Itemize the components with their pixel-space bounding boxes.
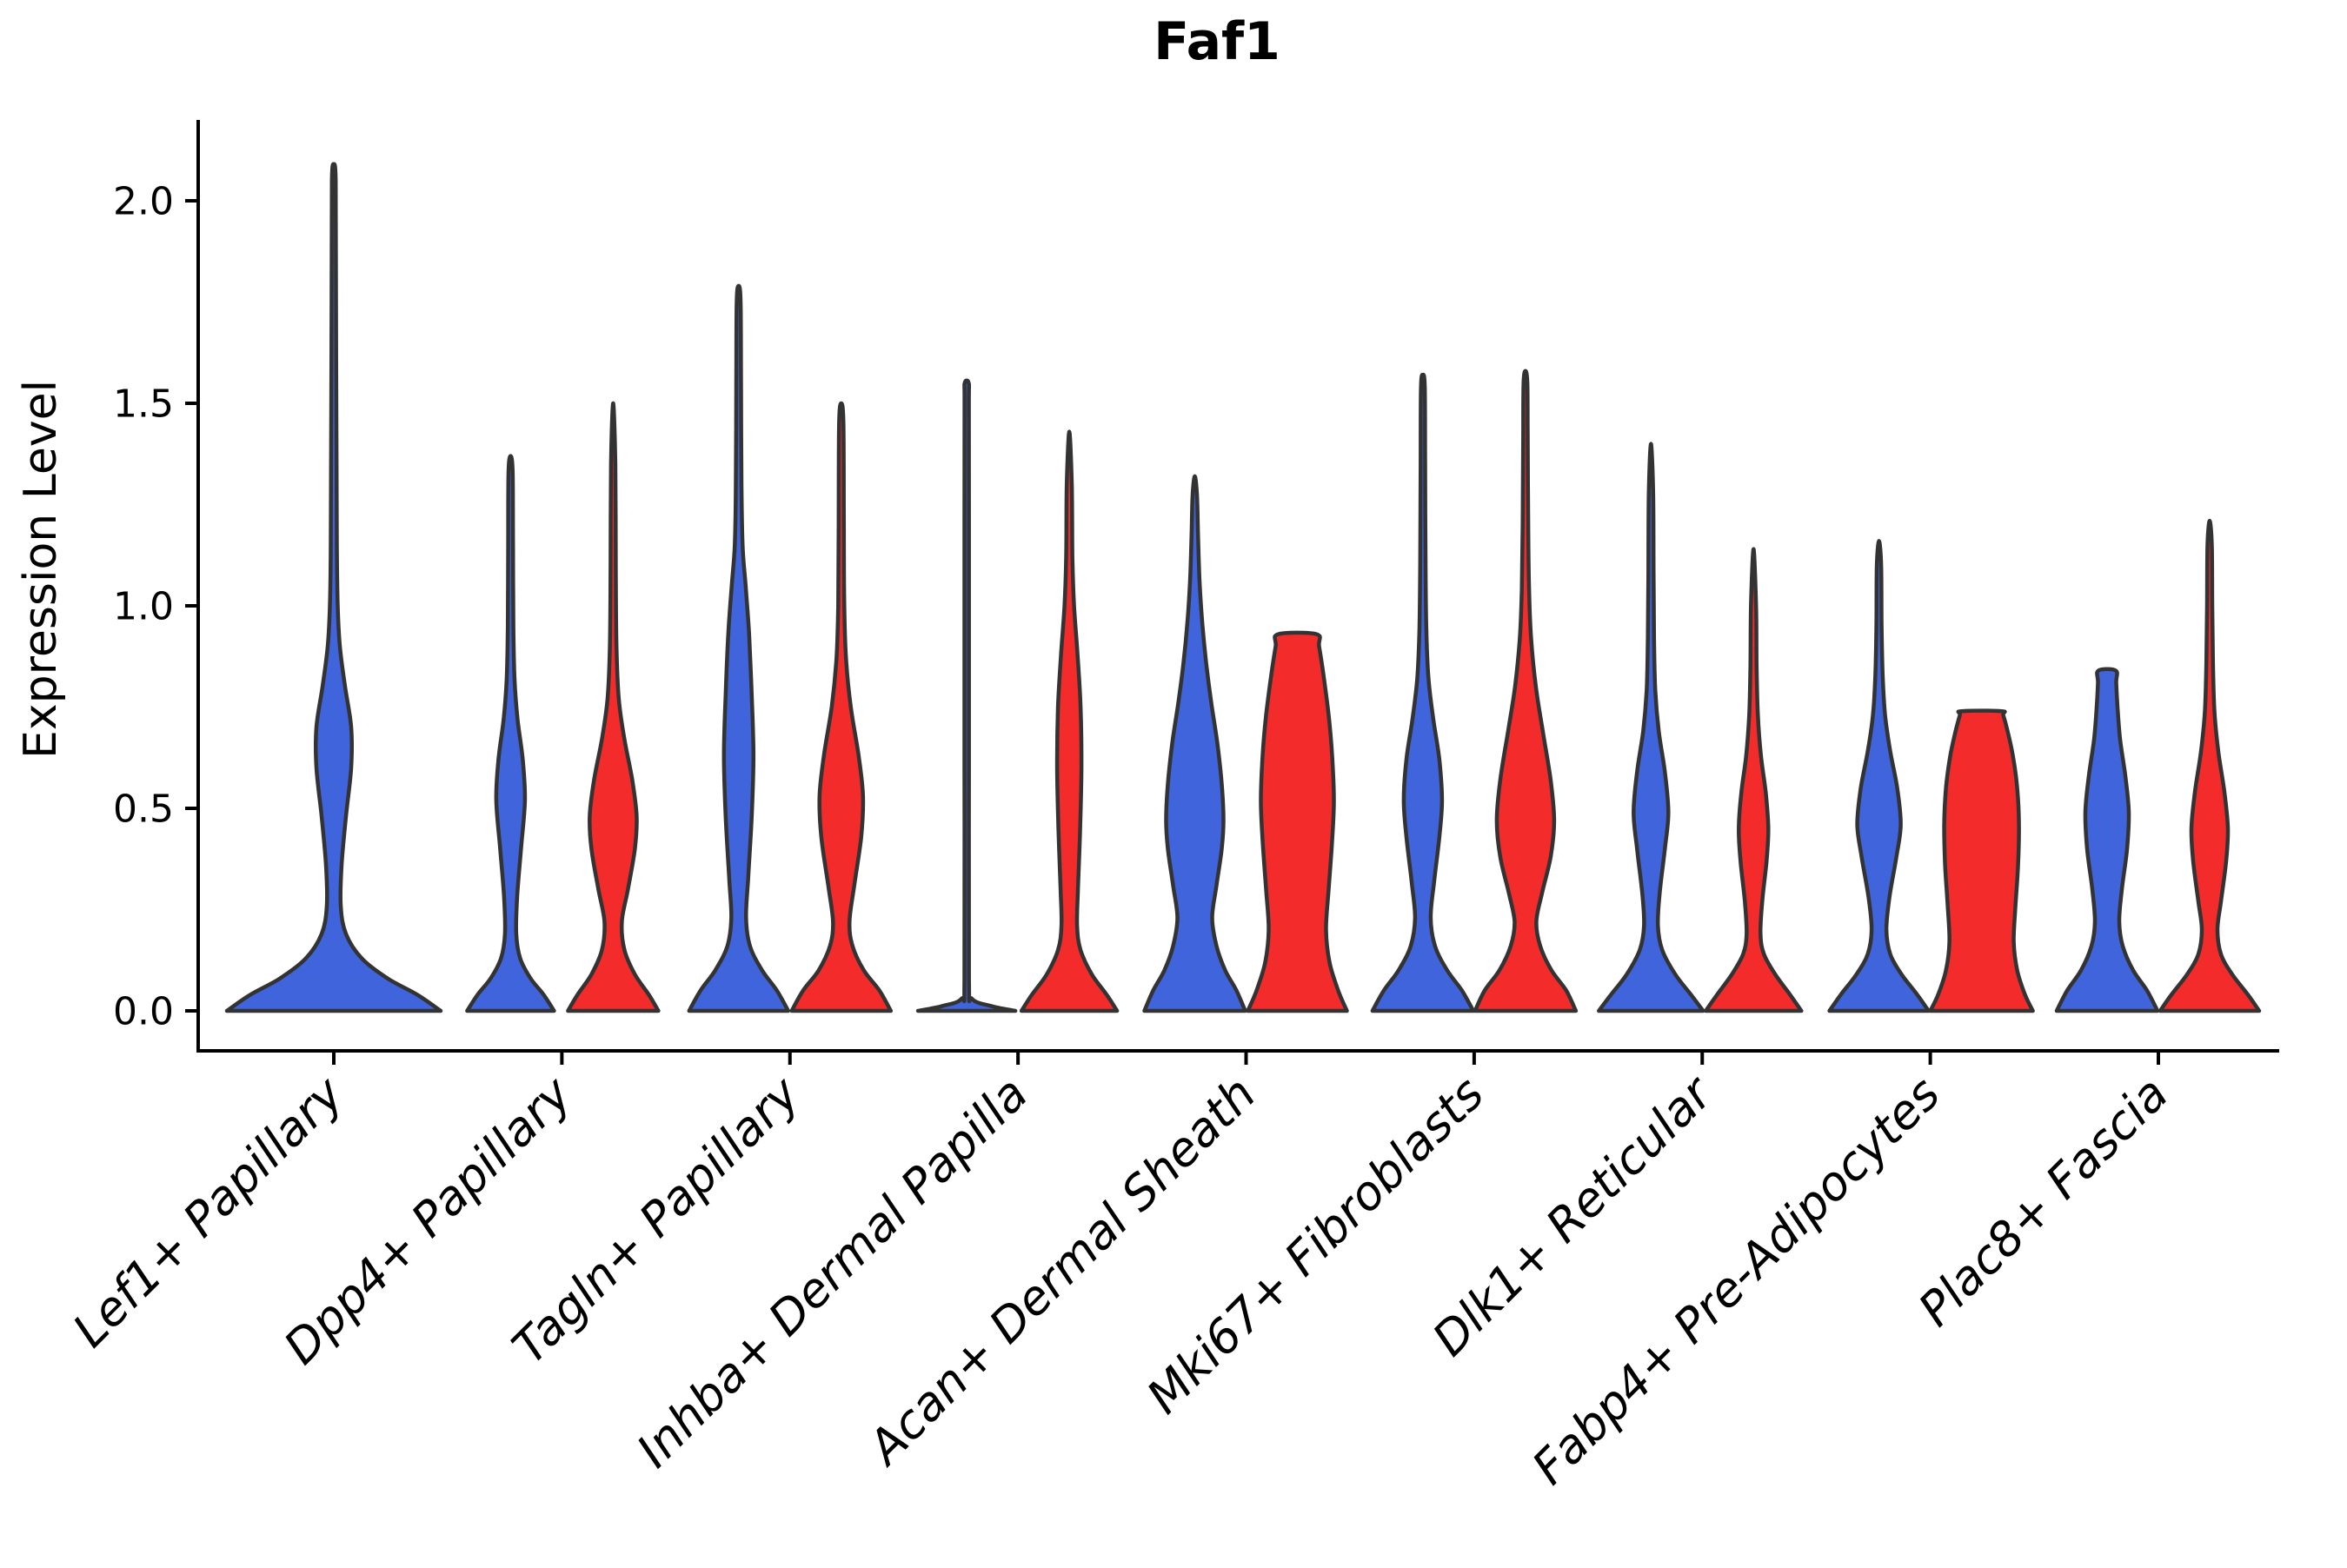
- violin-dpp4-papillary-blue: [465, 454, 556, 1013]
- chart-title: Faf1: [1154, 11, 1280, 72]
- y-tick-label: 1.0: [113, 584, 174, 628]
- violin-fabp4-pre-adipocytes-red: [1928, 708, 2035, 1013]
- x-tick-label-inhba-dermal-papilla: Inhba+ Dermal Papilla: [627, 1066, 1039, 1478]
- violin-dlk1-reticular-red: [1704, 547, 1804, 1013]
- violin-acan-dermal-sheath-blue: [1142, 474, 1247, 1013]
- violin-tagln-papillary-red: [789, 401, 894, 1013]
- violin-mki67-fibroblasts-blue: [1370, 372, 1476, 1013]
- violin-inhba-dermal-papilla-blue: [915, 378, 1018, 1013]
- y-axis-label: Expression Level: [15, 380, 67, 759]
- x-tick-label-fabp4-pre-adipocytes: Fabp4+ Pre-Adipocytes: [1521, 1066, 1950, 1495]
- x-tick-label-acan-dermal-sheath: Acan+ Dermal Sheath: [856, 1066, 1267, 1477]
- violin-mki67-fibroblasts-red: [1473, 369, 1579, 1013]
- y-tick-label: 0.5: [113, 787, 174, 831]
- violin-dpp4-papillary-red: [566, 401, 661, 1013]
- violin-fabp4-pre-adipocytes-blue: [1827, 539, 1931, 1013]
- violins-layer: [224, 162, 2262, 1013]
- axes-layer: [185, 120, 2279, 1065]
- violin-plac8-fascia-red: [2158, 518, 2262, 1013]
- y-tick-label: 1.5: [113, 382, 174, 426]
- violin-lef1-papillary-blue: [224, 162, 443, 1013]
- violin-inhba-dermal-papilla-red: [1019, 429, 1120, 1013]
- violin-dlk1-reticular-blue: [1597, 442, 1705, 1013]
- violin-tagln-papillary-blue: [687, 283, 791, 1013]
- y-tick-label: 2.0: [113, 179, 174, 223]
- y-tick-label: 0.0: [113, 989, 174, 1033]
- violin-acan-dermal-sheath-red: [1246, 630, 1349, 1013]
- violin-plac8-fascia-blue: [2054, 667, 2160, 1013]
